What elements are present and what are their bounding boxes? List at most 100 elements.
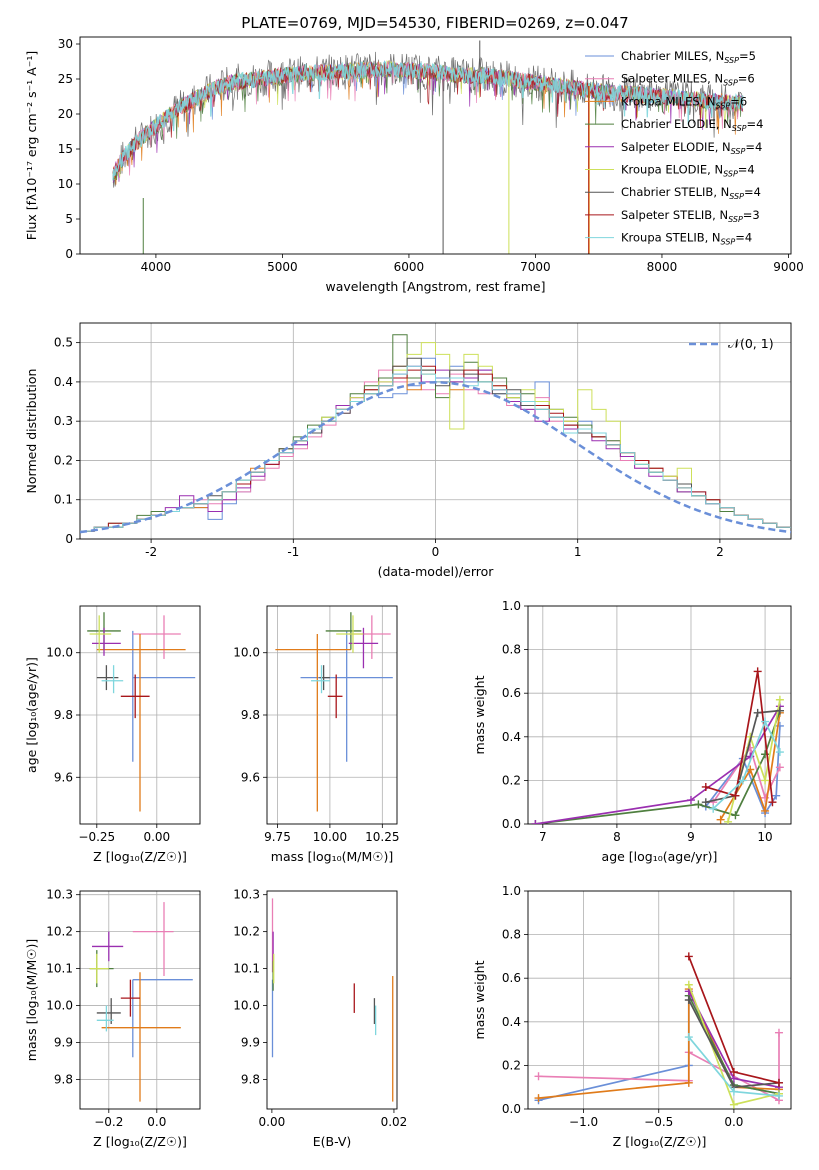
y-tick-label: 10.0 (46, 646, 73, 660)
weight-marker-salpeter_miles (775, 763, 784, 772)
residuals-panel: -2 -1 0 1 2 0 0.1 0.2 0.3 0.4 0.5 (data-model)/erro… (24, 322, 792, 579)
y-tick-label: 0.6 (502, 971, 521, 985)
mass-vs-z-panel: −0.2 0.0 9.8 9.9 10.0 10.1 10.2 10.3 Z [log₁₀(Z/… (24, 888, 201, 1149)
x-tick-label: 6000 (394, 260, 425, 274)
weight-marker-salpeter_stelib (753, 667, 762, 676)
axes-frame (79, 36, 792, 255)
y-tick-label: 20 (58, 107, 73, 121)
y-tick-label: 0 (65, 532, 73, 546)
x-tick-label: 0.0 (147, 1115, 166, 1129)
weight-marker-kroupa_elodie (724, 817, 733, 824)
legend-label-kroupa_miles: Kroupa MILES, NSSP=6 (621, 94, 747, 110)
x-tick-label: 0.0 (724, 1115, 743, 1129)
y-tick-label: 9.9 (54, 1035, 73, 1049)
y-tick-label: 10.2 (233, 925, 260, 939)
x-tick-label: 1 (574, 545, 582, 559)
y-tick-label: 9.8 (241, 708, 260, 722)
x-tick-label: 8 (613, 830, 621, 844)
y-tick-label: 10.1 (46, 962, 73, 976)
y-tick-label: 0.4 (502, 1015, 521, 1029)
x-tick-label: 10.25 (365, 830, 399, 844)
legend-label-chabrier_elodie: Chabrier ELODIE, NSSP=4 (621, 117, 763, 133)
y-axis-label: Normed distribution (24, 369, 39, 494)
x-tick-label: 0.00 (259, 1115, 286, 1129)
errorbars (89, 902, 193, 1102)
weight-line-salpeter_miles (712, 745, 781, 803)
y-axis-label: mass weight (472, 960, 487, 1039)
y-tick-label: 0.2 (502, 773, 521, 787)
axes-frame (266, 605, 398, 825)
x-tick-label: 7000 (520, 260, 551, 274)
weight-lines (531, 667, 784, 824)
histograms (80, 334, 791, 534)
y-tick-label: 0.1 (54, 493, 73, 507)
legend-label-chabrier_miles: Chabrier MILES, NSSP=5 (621, 49, 756, 65)
weight-marker-salpeter_stelib (729, 1067, 738, 1076)
x-tick-label: 8000 (647, 260, 678, 274)
legend-label-kroupa_elodie: Kroupa ELODIE, NSSP=4 (621, 163, 755, 179)
mass-weight-vs-age-panel: 7 8 9 10 0.0 0.2 0.4 0.6 0.8 1.0 age [log₁₀(age/yr… (472, 599, 792, 864)
x-axis-label: E(B-V) (313, 1134, 352, 1149)
weight-marker-chabrier_elodie (731, 811, 740, 820)
weight-line-chabrier_stelib (705, 709, 780, 804)
errorbars (275, 612, 393, 812)
weight-marker-salpeter_stelib (774, 1078, 783, 1087)
x-tick-label: 7 (539, 830, 547, 844)
y-tick-label: 0.0 (502, 817, 521, 831)
x-tick-label: −1.0 (569, 1115, 598, 1129)
x-axis-label: wavelength [Angstrom, rest frame] (325, 279, 545, 294)
y-tick-label: 10.2 (46, 925, 73, 939)
x-tick-label: 4000 (141, 260, 172, 274)
y-tick-label: 9.6 (241, 770, 260, 784)
y-tick-label: 10.0 (233, 999, 260, 1013)
weight-marker-chabrier_miles (772, 791, 781, 800)
axes-frame (79, 322, 792, 540)
weight-marker-chabrier_stelib (684, 996, 693, 1004)
y-tick-label: 30 (58, 37, 73, 51)
weight-marker-salpeter_miles (774, 1028, 783, 1037)
errorbars (87, 612, 196, 812)
y-tick-label: 0.4 (502, 730, 521, 744)
x-axis-label: (data-model)/error (378, 564, 495, 579)
y-tick-label: 10.3 (233, 888, 260, 902)
legend-label-salpeter_stelib: Salpeter STELIB, NSSP=3 (621, 208, 760, 224)
weight-marker-chabrier_stelib (701, 798, 710, 807)
weight-lines (534, 952, 783, 1109)
weight-marker-chabrier_stelib (775, 706, 784, 715)
weight-marker-kroupa_elodie (761, 776, 770, 785)
weight-line-kroupa_stelib (712, 719, 781, 810)
y-tick-label: 10 (58, 177, 73, 191)
weight-marker-kroupa_miles (761, 806, 770, 815)
x-tick-label: 9 (687, 830, 695, 844)
x-tick-label: −0.5 (644, 1115, 673, 1129)
weight-marker-kroupa_stelib (709, 804, 718, 813)
y-axis-label: mass weight (472, 675, 487, 754)
y-axis-label: Flux [fλ10⁻¹⁷ erg cm⁻² s⁻¹ A⁻¹] (24, 51, 39, 240)
x-tick-label: -1 (287, 545, 299, 559)
weight-marker-salpeter_stelib (701, 782, 710, 791)
weight-marker-kroupa_miles (716, 815, 725, 824)
y-tick-label: 0.6 (502, 686, 521, 700)
y-tick-label: 0.0 (502, 1102, 521, 1116)
weight-marker-kroupa_elodie (775, 695, 784, 704)
figure-title: PLATE=0769, MJD=54530, FIBERID=0269, z=0… (241, 14, 628, 32)
age-vs-mass-panel: 9.75 10.00 10.25 9.6 9.8 10.0 mass [log₁₀(M/M☉… (233, 605, 400, 864)
errorbars (271, 898, 394, 1102)
y-tick-label: 0.2 (54, 453, 73, 467)
y-tick-label: 0.8 (502, 643, 521, 657)
y-tick-label: 0.5 (54, 336, 73, 350)
y-tick-label: 0.3 (54, 414, 73, 428)
weight-marker-salpeter_stelib (684, 952, 693, 961)
weight-marker-kroupa_stelib (761, 717, 770, 726)
legend-label-chabrier_stelib: Chabrier STELIB, NSSP=4 (621, 185, 761, 201)
mass-weight-vs-z-panel: −1.0 −0.5 0.0 0.0 0.2 0.4 0.6 0.8 1.0 Z [log₁₀(Z/… (472, 884, 792, 1149)
x-tick-label: −0.2 (94, 1115, 123, 1129)
y-tick-label: 5 (65, 212, 73, 226)
x-tick-label: 9000 (773, 260, 804, 274)
weight-marker-salpeter_miles (534, 1072, 543, 1081)
weight-marker-kroupa_miles (684, 1078, 693, 1087)
weight-marker-kroupa_stelib (738, 776, 747, 785)
y-tick-label: 0.8 (502, 928, 521, 942)
weight-marker-kroupa_stelib (774, 1091, 783, 1100)
